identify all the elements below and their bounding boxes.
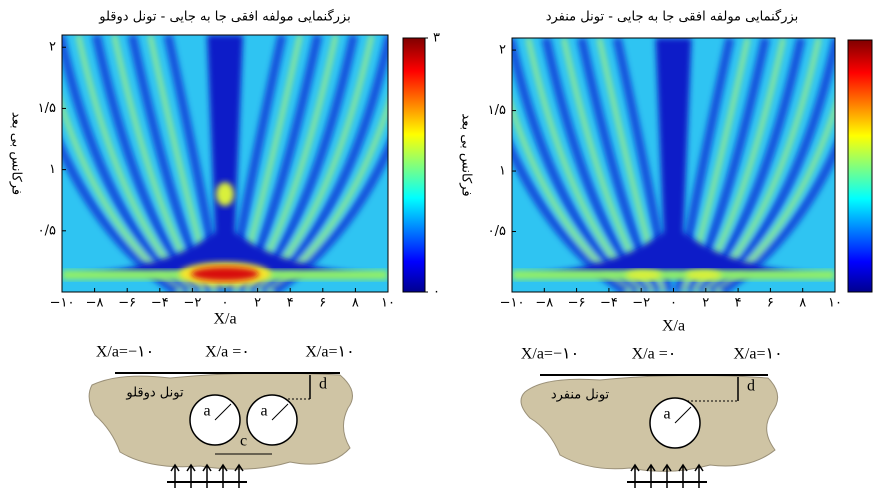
wave-arrow bbox=[170, 463, 180, 488]
colorbar bbox=[402, 37, 426, 293]
x-tick-label: ۸ bbox=[799, 296, 806, 311]
surface-label: X/a =۰ bbox=[205, 344, 250, 361]
surface-label: X/a =۰ bbox=[632, 346, 677, 363]
x-tick-label: ۲ bbox=[254, 296, 261, 311]
hot-spot bbox=[191, 267, 259, 281]
x-tick-label: ۰ bbox=[670, 296, 677, 311]
radius-label: a bbox=[260, 403, 267, 420]
y-tick-label: ۱ bbox=[49, 162, 56, 177]
wave-arrow bbox=[234, 463, 244, 488]
radius bbox=[214, 403, 232, 421]
wave-arrow bbox=[202, 463, 212, 488]
x-tick-label: −۴ bbox=[600, 296, 618, 311]
radius-label: a bbox=[203, 403, 210, 420]
center-band bbox=[62, 35, 388, 274]
x-tick-label: ۶ bbox=[767, 296, 774, 311]
x-tick-label: ۴ bbox=[287, 296, 294, 311]
heatmap bbox=[62, 35, 388, 292]
spot bbox=[216, 182, 234, 207]
x-tick-label: −۴ bbox=[151, 296, 169, 311]
y-tick-label: ۱/۵ bbox=[488, 103, 506, 118]
x-axis-label: X/a bbox=[662, 318, 685, 335]
surface-label: X/a=۱۰ bbox=[305, 344, 354, 361]
wave-arrow bbox=[694, 463, 704, 488]
depth-label: d bbox=[319, 376, 327, 393]
x-tick-label: ۶ bbox=[319, 296, 326, 311]
colorbar-tick-label: ۰ bbox=[433, 285, 440, 300]
x-tick-label: ۰ bbox=[222, 296, 229, 311]
wave-arrow bbox=[218, 463, 228, 488]
radius bbox=[271, 403, 289, 421]
wave-arrow bbox=[186, 463, 196, 488]
surface-label: X/a=−۱۰ bbox=[521, 346, 579, 363]
colorbar bbox=[847, 39, 873, 293]
chart-title: بزرگنمایی مولفه افقی جا به جایی - تونل د… bbox=[98, 9, 350, 25]
x-tick-label: ۲ bbox=[702, 296, 709, 311]
spot bbox=[685, 270, 722, 280]
y-tick-label: ۰/۵ bbox=[488, 224, 506, 239]
x-tick-label: −۱۰ bbox=[50, 296, 75, 311]
depth-label: d bbox=[747, 378, 755, 395]
y-tick-label: ۱ bbox=[499, 164, 506, 179]
x-tick-label: ۱۰ bbox=[381, 296, 395, 311]
surface-label: X/a=−۱۰ bbox=[96, 344, 154, 361]
bottom-band bbox=[512, 270, 835, 280]
y-tick-label: ۰/۵ bbox=[38, 223, 56, 238]
wave-arrow bbox=[646, 463, 656, 488]
x-tick-label: −۱۰ bbox=[500, 296, 525, 311]
radius bbox=[674, 406, 692, 424]
x-tick-label: −۸ bbox=[86, 296, 104, 311]
y-tick-label: ۲ bbox=[499, 43, 506, 58]
surface-label: X/a=۱۰ bbox=[733, 346, 782, 363]
x-tick-label: ۸ bbox=[352, 296, 359, 311]
y-axis-label: فرکانس بی بعد bbox=[9, 112, 24, 195]
spot bbox=[625, 270, 662, 280]
heatmap bbox=[512, 38, 835, 292]
x-tick-label: −۸ bbox=[535, 296, 553, 311]
radius-label: a bbox=[663, 406, 670, 423]
x-tick-label: −۲ bbox=[183, 296, 201, 311]
wave-arrow bbox=[678, 463, 688, 488]
center-band bbox=[512, 38, 835, 274]
wave-arrow bbox=[662, 463, 672, 488]
x-tick-label: ۱۰ bbox=[828, 296, 842, 311]
x-tick-label: ۴ bbox=[735, 296, 742, 311]
chart-title: بزرگنمایی مولفه افقی جا به جایی - تونل م… bbox=[546, 9, 799, 25]
tunnel-name: تونل دوقلو bbox=[125, 386, 184, 401]
y-tick-label: ۲ bbox=[49, 40, 56, 55]
colorbar-tick-label: ۳ bbox=[433, 31, 440, 46]
spacing-label: c bbox=[240, 433, 247, 450]
x-tick-label: −۶ bbox=[118, 296, 136, 311]
y-tick-label: ۱/۵ bbox=[38, 101, 56, 116]
x-tick-label: −۶ bbox=[568, 296, 586, 311]
wave-arrow bbox=[630, 463, 640, 488]
tunnel-name: تونل منفرد bbox=[551, 388, 610, 403]
x-tick-label: −۲ bbox=[632, 296, 650, 311]
y-axis-label: فرکانس بی بعد bbox=[459, 113, 474, 196]
x-axis-label: X/a bbox=[213, 311, 236, 328]
